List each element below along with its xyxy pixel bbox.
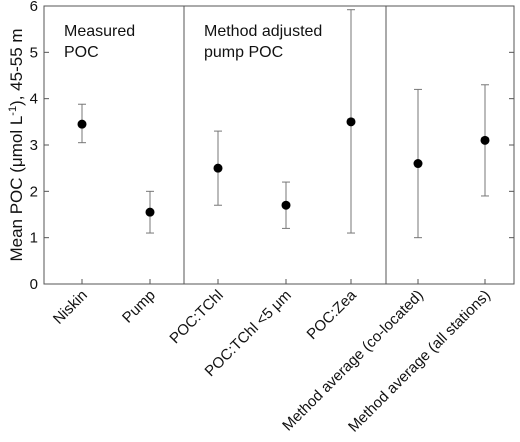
- data-point: [346, 117, 356, 127]
- y-tick-label: 3: [30, 137, 38, 154]
- section-label-adjusted-line1: Method adjusted: [204, 23, 322, 40]
- y-tick-label: 2: [30, 183, 38, 200]
- x-tick-label: POC:TChl: [166, 287, 226, 347]
- y-tick-label: 5: [30, 44, 38, 61]
- x-tick-label: Method average (all stations): [345, 287, 494, 436]
- y-tick-label: 6: [30, 0, 38, 15]
- section-label-adjusted-line2: pump POC: [204, 44, 283, 61]
- section-label-measured-line1: Measured: [64, 23, 135, 40]
- data-point: [480, 135, 490, 145]
- y-axis-label-tail: ), 45-55 m: [7, 28, 26, 105]
- data-point: [77, 119, 87, 129]
- data-point: [413, 159, 423, 169]
- x-tick-label: Niskin: [50, 287, 91, 328]
- y-axis-label: Mean POC (μmol L-1), 45-55 m: [7, 28, 26, 261]
- data-point: [213, 163, 223, 173]
- y-tick-label: 0: [30, 276, 38, 293]
- data-point: [281, 200, 291, 210]
- y-tick-label: 1: [30, 230, 38, 247]
- y-tick-label: 4: [30, 91, 38, 108]
- x-tick-label: POC:Zea: [304, 286, 361, 343]
- y-axis-label-main: Mean POC (μmol L: [7, 116, 26, 262]
- x-tick-label: Pump: [119, 287, 159, 327]
- y-axis-label-superscript: -1: [7, 106, 19, 116]
- y-axis-label-text: Mean POC (μmol L-1), 45-55 m: [7, 28, 26, 261]
- y-axis-ticks: 0 1 2 3 4 5 6: [30, 0, 514, 293]
- data-point: [145, 207, 155, 217]
- data-marks: [77, 9, 490, 239]
- x-tick-label: Method average (co-located): [279, 287, 427, 435]
- section-label-measured-line2: POC: [64, 44, 99, 61]
- section-labels: Measured POC Method adjusted pump POC: [64, 23, 322, 61]
